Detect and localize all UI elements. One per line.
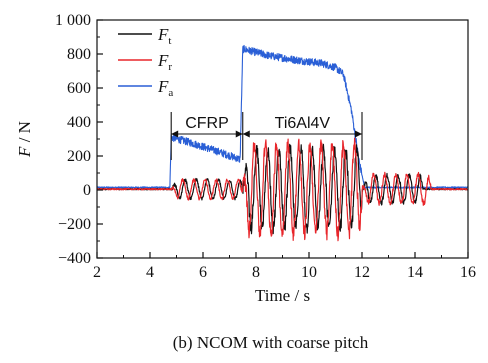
y-tick-label: 0: [83, 182, 91, 199]
series-line-Fr: [97, 137, 468, 242]
y-tick-label: 400: [67, 114, 91, 131]
figure-caption: (b) NCOM with coarse pitch: [173, 333, 369, 352]
y-tick-label: −200: [58, 216, 91, 233]
x-tick-label: 10: [301, 264, 317, 281]
series-layer: [97, 44, 468, 242]
y-tick-label: 1 000: [55, 12, 91, 29]
y-axis-variable: F: [15, 146, 34, 158]
x-axis-title: Time / s: [255, 286, 310, 305]
x-tick-label: 2: [93, 264, 101, 281]
y-tick-label: 800: [67, 46, 91, 63]
y-tick-label: 200: [67, 148, 91, 165]
y-tick-label: −400: [58, 250, 91, 267]
legend-label-Fa: Fa: [157, 77, 173, 99]
legend-label-Ft: Ft: [157, 25, 171, 47]
x-tick-label: 12: [354, 264, 370, 281]
x-tick-label: 6: [199, 264, 207, 281]
y-axis-title: F / N: [15, 121, 34, 158]
region-label: Ti6Al4V: [275, 115, 331, 132]
x-tick-label: 4: [146, 264, 154, 281]
region-label: CFRP: [185, 115, 229, 132]
x-tick-label: 14: [407, 264, 423, 281]
region-annotations: CFRP Ti6Al4V: [170, 112, 363, 160]
legend-label-Fr: Fr: [157, 51, 172, 73]
series-line-Fa: [97, 44, 468, 189]
x-tick-label: 16: [460, 264, 476, 281]
region-bracket-ti6al4v: Ti6Al4V: [242, 115, 362, 138]
region-bracket-cfrp: CFRP: [171, 115, 243, 138]
y-axis-unit: / N: [15, 121, 34, 147]
y-tick-label: 600: [67, 80, 91, 97]
axes-layer: 2 4 6 8 10 12 14 16 −400 −200 0 200 400 600 800 1 000: [55, 12, 476, 281]
legend: Ft Fr Fa: [118, 25, 173, 99]
x-tick-label: 8: [252, 264, 260, 281]
